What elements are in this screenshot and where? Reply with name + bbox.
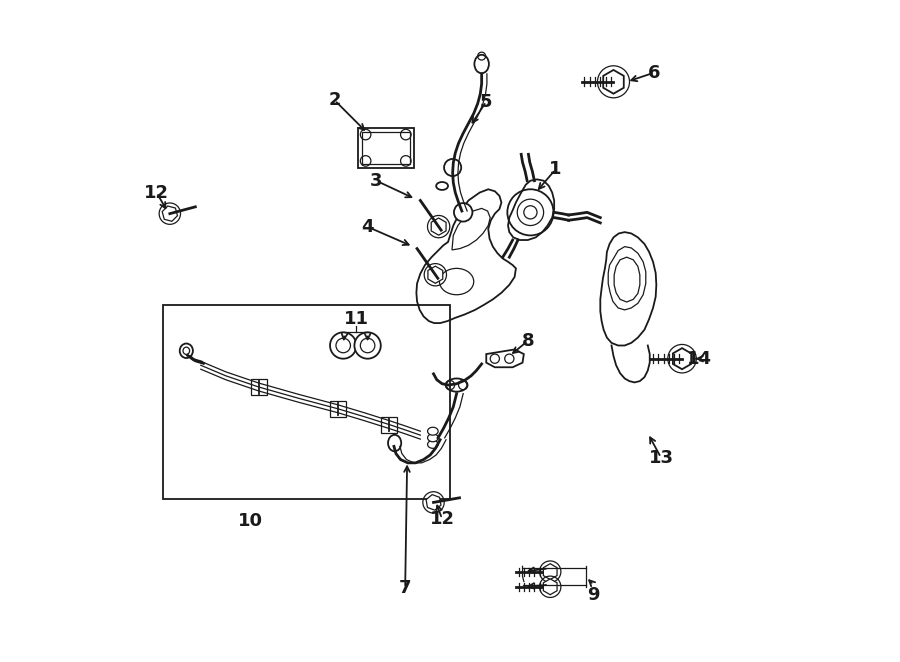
- Text: 5: 5: [480, 93, 492, 111]
- Polygon shape: [673, 348, 691, 369]
- Text: 13: 13: [649, 449, 673, 467]
- Bar: [330, 401, 346, 416]
- Text: 7: 7: [399, 579, 411, 597]
- Polygon shape: [162, 206, 177, 221]
- Text: 11: 11: [344, 310, 369, 328]
- Polygon shape: [428, 266, 443, 283]
- Circle shape: [355, 332, 381, 359]
- Polygon shape: [603, 70, 624, 94]
- Ellipse shape: [428, 427, 438, 435]
- Text: 2: 2: [328, 91, 341, 109]
- Bar: [163, 305, 450, 499]
- Text: 12: 12: [144, 183, 169, 201]
- Text: 4: 4: [361, 218, 374, 236]
- Ellipse shape: [428, 434, 438, 442]
- Ellipse shape: [446, 379, 467, 392]
- Polygon shape: [431, 218, 446, 235]
- Bar: [382, 416, 397, 432]
- Polygon shape: [426, 495, 441, 510]
- Ellipse shape: [388, 435, 401, 451]
- Bar: [251, 379, 266, 395]
- Text: 12: 12: [429, 510, 454, 528]
- Text: 1: 1: [549, 160, 562, 179]
- Ellipse shape: [436, 182, 448, 190]
- Polygon shape: [544, 579, 557, 594]
- Ellipse shape: [474, 55, 489, 73]
- Circle shape: [444, 159, 461, 176]
- Ellipse shape: [428, 440, 438, 448]
- Text: 3: 3: [370, 171, 382, 190]
- Circle shape: [454, 203, 473, 222]
- Text: 6: 6: [648, 64, 661, 81]
- Polygon shape: [544, 564, 557, 579]
- Circle shape: [330, 332, 356, 359]
- Ellipse shape: [180, 344, 193, 358]
- Text: 9: 9: [588, 586, 600, 604]
- Text: 14: 14: [687, 350, 712, 367]
- Text: 8: 8: [521, 332, 534, 350]
- Text: 10: 10: [238, 512, 264, 530]
